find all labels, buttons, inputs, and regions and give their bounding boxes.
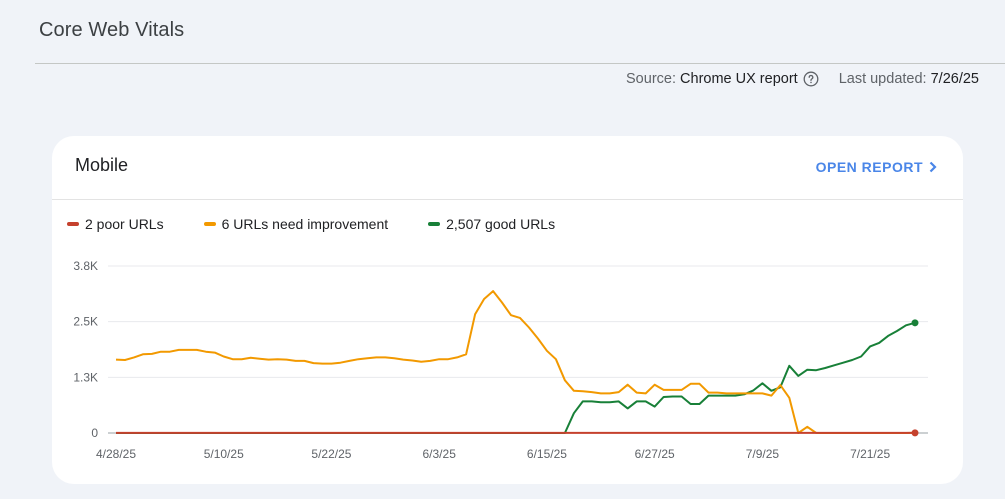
y-tick-label: 2.5K bbox=[73, 315, 98, 329]
x-tick-label: 6/3/25 bbox=[423, 447, 457, 461]
help-icon[interactable] bbox=[803, 71, 819, 87]
source-value: Chrome UX report bbox=[680, 71, 798, 87]
x-tick-label: 7/9/25 bbox=[746, 447, 780, 461]
updated-label: Last updated: bbox=[838, 71, 927, 87]
page-title: Core Web Vitals bbox=[39, 19, 185, 41]
line-chart[interactable]: 0 1.3K 2.5K 3.8K 4/28/25 5/10/25 5/22/25 6/3/25… bbox=[52, 136, 963, 484]
x-tick-label: 7/21/25 bbox=[850, 447, 890, 461]
x-tick-label: 6/15/25 bbox=[527, 447, 567, 461]
mobile-card: Mobile OPEN REPORT 2 poor URLs 6 URLs ne… bbox=[52, 136, 963, 484]
open-report-button[interactable]: OPEN REPORT bbox=[816, 159, 937, 175]
series-line-good bbox=[116, 321, 916, 434]
card-title: Mobile bbox=[75, 155, 129, 175]
open-report-label: OPEN REPORT bbox=[815, 159, 923, 175]
legend-label: 2 poor URLs bbox=[85, 216, 164, 232]
series-end-marker bbox=[911, 429, 919, 437]
title-divider bbox=[35, 63, 1005, 64]
need-improvement-swatch-icon bbox=[203, 222, 216, 226]
card-divider bbox=[52, 199, 963, 200]
good-swatch-icon bbox=[428, 222, 441, 226]
y-tick-label: 0 bbox=[91, 426, 98, 440]
legend-item-poor[interactable]: 2 poor URLs bbox=[67, 216, 164, 232]
chart-legend: 2 poor URLs 6 URLs need improvement 2,50… bbox=[67, 216, 595, 232]
chevron-right-icon bbox=[929, 161, 937, 173]
x-tick-label: 5/22/25 bbox=[311, 447, 351, 461]
poor-swatch-icon bbox=[67, 222, 79, 226]
x-tick-label: 5/10/25 bbox=[204, 447, 244, 461]
report-meta: Source: Chrome UX report Last updated: 7… bbox=[626, 71, 979, 87]
y-tick-label: 1.3K bbox=[73, 370, 98, 384]
series-line-need-improvement bbox=[115, 290, 916, 434]
legend-label: 2,507 good URLs bbox=[446, 216, 556, 232]
legend-item-good[interactable]: 2,507 good URLs bbox=[428, 216, 555, 232]
legend-item-need-improvement[interactable]: 6 URLs need improvement bbox=[203, 216, 389, 232]
series-end-marker bbox=[911, 319, 919, 327]
x-tick-label: 6/27/25 bbox=[635, 447, 675, 461]
y-tick-label: 3.8K bbox=[73, 259, 98, 273]
legend-label: 6 URLs need improvement bbox=[221, 216, 389, 232]
source-label: Source: bbox=[626, 71, 676, 87]
x-tick-label: 4/28/25 bbox=[96, 447, 136, 461]
updated-value: 7/26/25 bbox=[930, 71, 979, 87]
